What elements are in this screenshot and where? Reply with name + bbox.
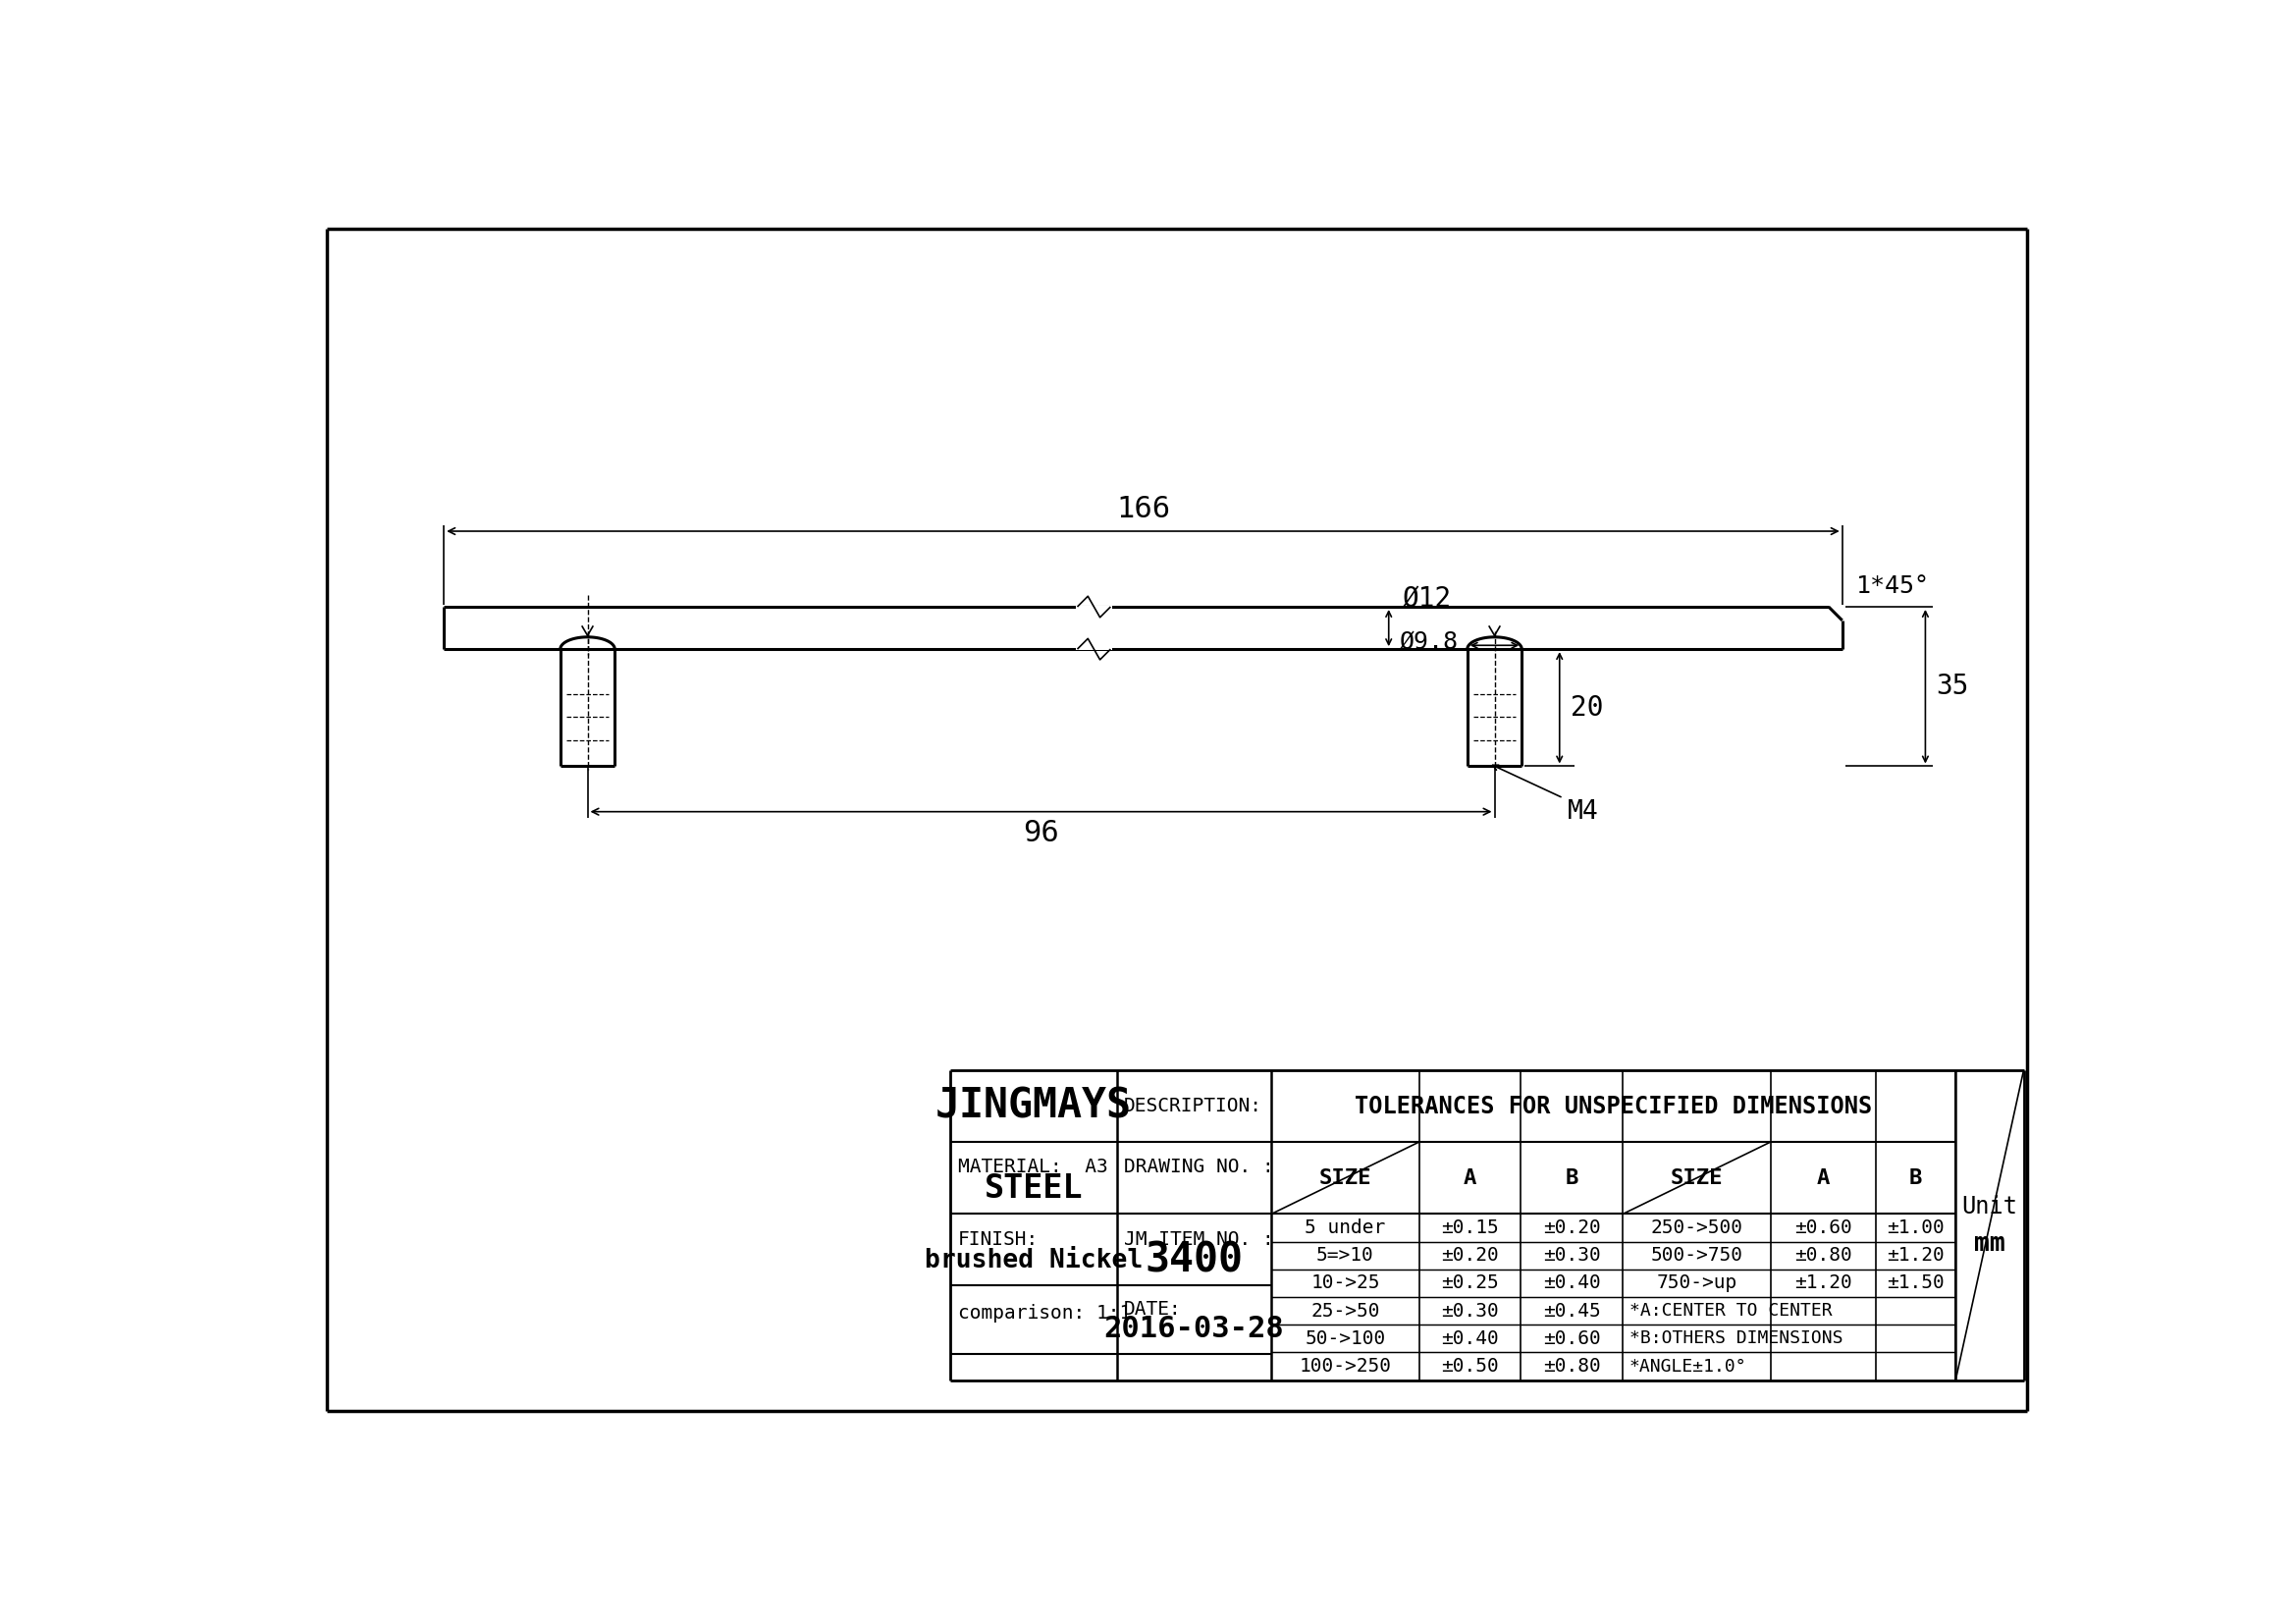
Text: ±1.00: ±1.00	[1887, 1219, 1945, 1237]
Text: JM ITEM NO. :: JM ITEM NO. :	[1125, 1230, 1274, 1248]
Text: ±0.60: ±0.60	[1795, 1219, 1853, 1237]
Text: *B:OTHERS DIMENSIONS: *B:OTHERS DIMENSIONS	[1630, 1329, 1844, 1347]
Text: SIZE: SIZE	[1671, 1169, 1722, 1188]
Text: 750->up: 750->up	[1655, 1274, 1738, 1292]
Text: ±0.80: ±0.80	[1543, 1357, 1600, 1376]
Text: 500->750: 500->750	[1651, 1246, 1743, 1264]
Text: ±0.20: ±0.20	[1442, 1246, 1499, 1264]
Text: Ø9.8: Ø9.8	[1398, 630, 1458, 654]
Text: 100->250: 100->250	[1300, 1357, 1391, 1376]
Text: MATERIAL:  A3: MATERIAL: A3	[957, 1159, 1109, 1177]
Text: Unit: Unit	[1961, 1195, 2018, 1219]
Text: ±1.50: ±1.50	[1887, 1274, 1945, 1292]
Text: ±1.20: ±1.20	[1887, 1246, 1945, 1264]
Text: 5 under: 5 under	[1304, 1219, 1384, 1237]
Text: ±0.50: ±0.50	[1442, 1357, 1499, 1376]
Text: ±1.20: ±1.20	[1795, 1274, 1853, 1292]
Text: STEEL: STEEL	[985, 1172, 1084, 1204]
Text: 35: 35	[1936, 674, 1970, 700]
Text: 2016-03-28: 2016-03-28	[1104, 1315, 1283, 1344]
Text: *A:CENTER TO CENTER: *A:CENTER TO CENTER	[1630, 1302, 1832, 1319]
Text: 5=>10: 5=>10	[1316, 1246, 1373, 1264]
Text: comparison: 1:1: comparison: 1:1	[957, 1305, 1132, 1323]
Text: brushed Nickel: brushed Nickel	[925, 1248, 1143, 1272]
Text: 96: 96	[1024, 820, 1058, 847]
Text: ±0.40: ±0.40	[1543, 1274, 1600, 1292]
Text: DATE:: DATE:	[1125, 1300, 1182, 1318]
Text: ±0.20: ±0.20	[1543, 1219, 1600, 1237]
Text: 1*45°: 1*45°	[1855, 575, 1929, 597]
Text: ±0.30: ±0.30	[1442, 1302, 1499, 1319]
Text: ±0.15: ±0.15	[1442, 1219, 1499, 1237]
Polygon shape	[1077, 605, 1111, 649]
Text: ±0.40: ±0.40	[1442, 1329, 1499, 1349]
Text: DRAWING NO. :: DRAWING NO. :	[1125, 1159, 1274, 1177]
Text: 25->50: 25->50	[1311, 1302, 1380, 1319]
Text: 250->500: 250->500	[1651, 1219, 1743, 1237]
Text: A: A	[1816, 1169, 1830, 1188]
Text: 166: 166	[1116, 495, 1171, 524]
Text: DESCRIPTION:: DESCRIPTION:	[1125, 1097, 1263, 1115]
Text: ±0.45: ±0.45	[1543, 1302, 1600, 1319]
Text: ±0.80: ±0.80	[1795, 1246, 1853, 1264]
Text: B: B	[1566, 1169, 1580, 1188]
Text: 3400: 3400	[1146, 1240, 1242, 1281]
Text: Ø12: Ø12	[1403, 586, 1451, 613]
Text: *ANGLE±1.0°: *ANGLE±1.0°	[1630, 1357, 1747, 1375]
Text: SIZE: SIZE	[1318, 1169, 1371, 1188]
Text: 20: 20	[1570, 695, 1605, 722]
Text: 10->25: 10->25	[1311, 1274, 1380, 1292]
Text: TOLERANCES FOR UNSPECIFIED DIMENSIONS: TOLERANCES FOR UNSPECIFIED DIMENSIONS	[1355, 1094, 1871, 1118]
Text: ±0.25: ±0.25	[1442, 1274, 1499, 1292]
Text: B: B	[1910, 1169, 1922, 1188]
Text: M4: M4	[1568, 800, 1598, 824]
Text: 50->100: 50->100	[1304, 1329, 1384, 1349]
Text: A: A	[1463, 1169, 1476, 1188]
Text: ±0.30: ±0.30	[1543, 1246, 1600, 1264]
Text: mm: mm	[1975, 1232, 2004, 1256]
Text: JINGMAYS: JINGMAYS	[934, 1086, 1132, 1126]
Text: FINISH:: FINISH:	[957, 1230, 1038, 1248]
Text: ±0.60: ±0.60	[1543, 1329, 1600, 1349]
